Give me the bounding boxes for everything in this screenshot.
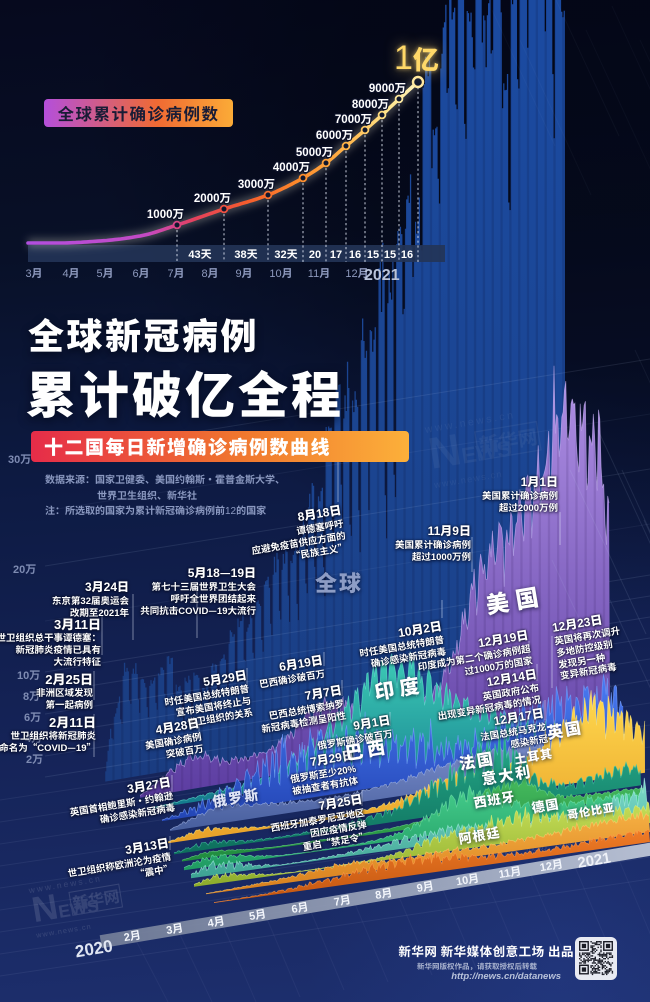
svg-text:4000万: 4000万: [273, 159, 310, 175]
svg-text:4月: 4月: [206, 912, 226, 931]
svg-text:5000万: 5000万: [296, 144, 333, 160]
svg-text:7月: 7月: [167, 265, 184, 281]
svg-text:32天: 32天: [274, 246, 297, 262]
svg-text:1000万: 1000万: [147, 206, 184, 222]
svg-text:9月: 9月: [235, 265, 252, 281]
svg-text:5月: 5月: [96, 265, 113, 281]
svg-text:7000万: 7000万: [335, 111, 372, 127]
svg-text:16: 16: [401, 246, 413, 262]
svg-text:8000万: 8000万: [352, 96, 389, 112]
svg-text:9月: 9月: [415, 877, 435, 896]
svg-text:10月: 10月: [269, 265, 292, 281]
svg-text:12月: 12月: [345, 265, 368, 281]
svg-text:2021: 2021: [576, 850, 612, 872]
svg-text:6月: 6月: [290, 898, 310, 917]
svg-text:12月: 12月: [539, 856, 565, 876]
svg-text:10月: 10月: [455, 870, 481, 890]
svg-text:6000万: 6000万: [316, 127, 353, 143]
svg-text:5月: 5月: [248, 905, 268, 924]
svg-text:9000万: 9000万: [369, 80, 406, 96]
svg-text:3月: 3月: [165, 919, 185, 938]
svg-text:8月: 8月: [201, 265, 218, 281]
svg-text:17: 17: [330, 246, 342, 262]
svg-text:15: 15: [367, 246, 379, 262]
svg-text:3000万: 3000万: [238, 176, 275, 192]
svg-text:6月: 6月: [132, 265, 149, 281]
svg-text:20: 20: [309, 246, 321, 262]
svg-text:43天: 43天: [188, 246, 211, 262]
svg-text:38天: 38天: [234, 246, 257, 262]
svg-text:2月: 2月: [122, 927, 142, 946]
svg-text:8月: 8月: [374, 884, 394, 903]
svg-text:11月: 11月: [308, 265, 330, 281]
svg-text:2021: 2021: [364, 267, 400, 284]
svg-text:2000万: 2000万: [194, 190, 231, 206]
svg-text:2020: 2020: [74, 936, 114, 961]
svg-text:7月: 7月: [333, 891, 353, 910]
svg-text:16: 16: [349, 246, 361, 262]
svg-text:11月: 11月: [497, 863, 522, 883]
svg-text:4月: 4月: [62, 265, 79, 281]
svg-text:15: 15: [384, 246, 396, 262]
svg-text:3月: 3月: [25, 265, 42, 281]
